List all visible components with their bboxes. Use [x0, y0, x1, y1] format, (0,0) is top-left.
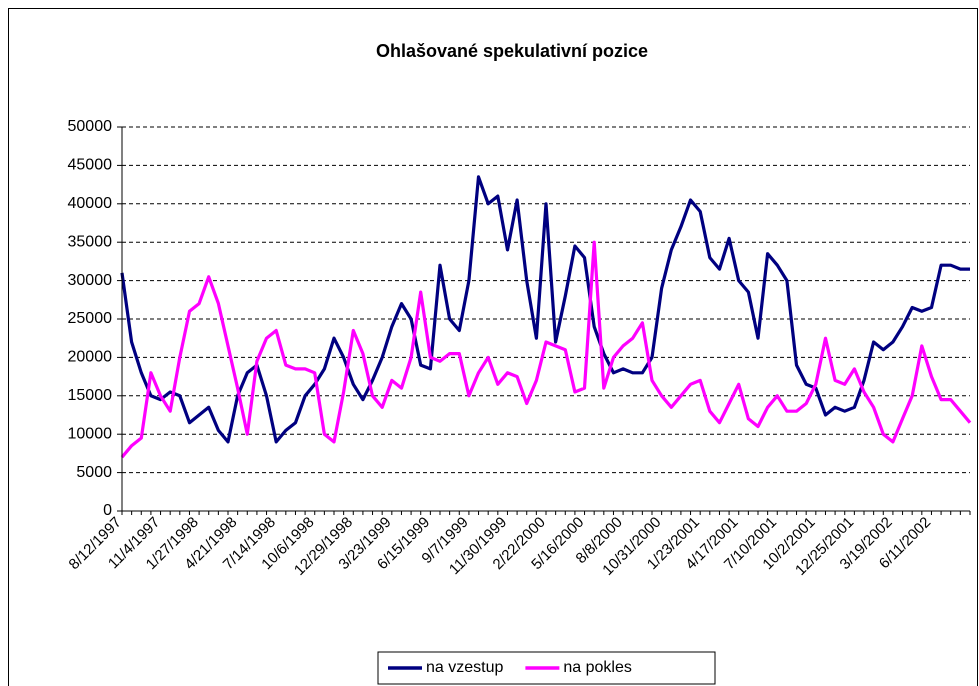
y-tick-label: 30000	[68, 272, 113, 289]
legend-label: na vzestup	[426, 659, 503, 676]
y-tick-label: 40000	[68, 195, 113, 212]
y-tick-label: 0	[103, 502, 112, 519]
y-tick-label: 20000	[68, 349, 113, 366]
line-series	[120, 175, 970, 444]
y-tick-label: 45000	[68, 157, 113, 174]
y-tick-label: 50000	[68, 118, 113, 135]
line-series	[120, 240, 972, 459]
chart-border	[8, 8, 978, 686]
legend-label: na pokles	[563, 659, 632, 676]
y-tick-label: 10000	[68, 425, 113, 442]
y-tick-label: 5000	[76, 464, 112, 481]
y-tick-label: 35000	[68, 233, 113, 250]
y-tick-label: 25000	[68, 310, 113, 327]
y-tick-label: 15000	[68, 387, 113, 404]
chart-title: Ohlašované spekulativní pozice	[376, 41, 648, 61]
